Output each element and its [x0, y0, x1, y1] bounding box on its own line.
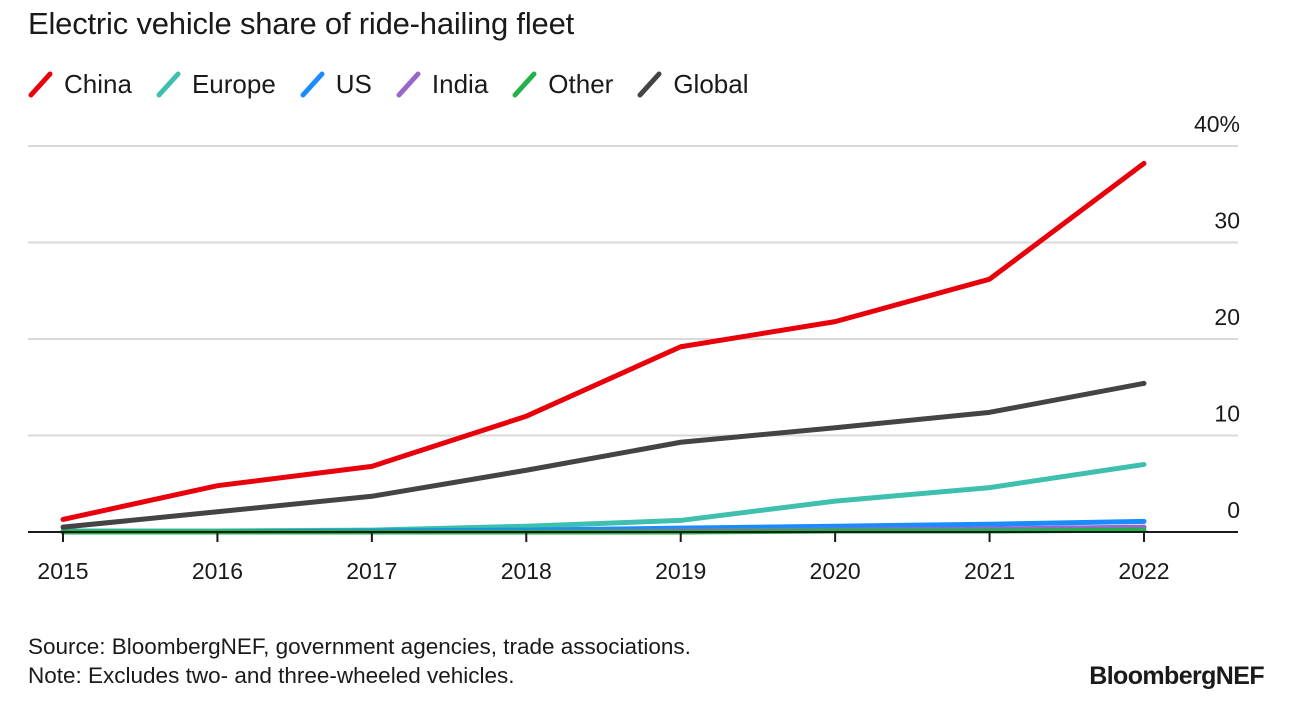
legend-label: China [64, 68, 132, 99]
x-tick-label: 2021 [964, 558, 1015, 584]
chart-footer: Source: BloombergNEF, government agencie… [28, 632, 691, 690]
y-tick-label: 10 [1214, 401, 1240, 427]
legend-item-europe: Europe [156, 66, 276, 102]
x-tick-label: 2016 [192, 558, 243, 584]
y-tick-label: 30 [1214, 208, 1240, 234]
chart-legend: China Europe US India Other Global [28, 66, 772, 102]
series-line-global [60, 380, 1147, 530]
legend-swatch [637, 71, 662, 98]
legend-item-us: US [300, 66, 372, 102]
legend-item-global: Global [637, 66, 748, 102]
chart-title: Electric vehicle share of ride-hailing f… [28, 6, 575, 41]
y-tick-label: 20 [1214, 304, 1240, 330]
x-tick-label: 2019 [655, 558, 706, 584]
legend-label: Other [548, 68, 614, 99]
x-tick-label: 2020 [810, 558, 861, 584]
exclusion-note: Note: Excludes two- and three-wheeled ve… [28, 663, 515, 688]
legend-label: Global [673, 68, 749, 99]
brand-logo: BloombergNEF [1089, 662, 1264, 690]
series-line-china [60, 160, 1147, 522]
legend-swatch [156, 71, 181, 98]
legend-swatch [512, 71, 537, 98]
source-note: Source: BloombergNEF, government agencie… [28, 634, 691, 659]
legend-item-china: China [28, 66, 132, 102]
legend-item-other: Other [512, 66, 613, 102]
legend-label: US [335, 68, 372, 99]
legend-swatch [300, 71, 325, 98]
legend-label: Europe [191, 68, 276, 99]
series-line-europe [60, 461, 1147, 534]
legend-label: India [431, 68, 489, 99]
x-tick-label: 2018 [501, 558, 552, 584]
legend-item-india: India [396, 66, 488, 102]
y-tick-label: 40% [1194, 111, 1240, 137]
x-tick-label: 2022 [1118, 558, 1169, 584]
legend-swatch [396, 71, 421, 98]
x-tick-label: 2015 [37, 558, 88, 584]
x-tick-label: 2017 [346, 558, 397, 584]
legend-swatch [28, 71, 53, 98]
y-tick-label: 0 [1227, 497, 1240, 523]
